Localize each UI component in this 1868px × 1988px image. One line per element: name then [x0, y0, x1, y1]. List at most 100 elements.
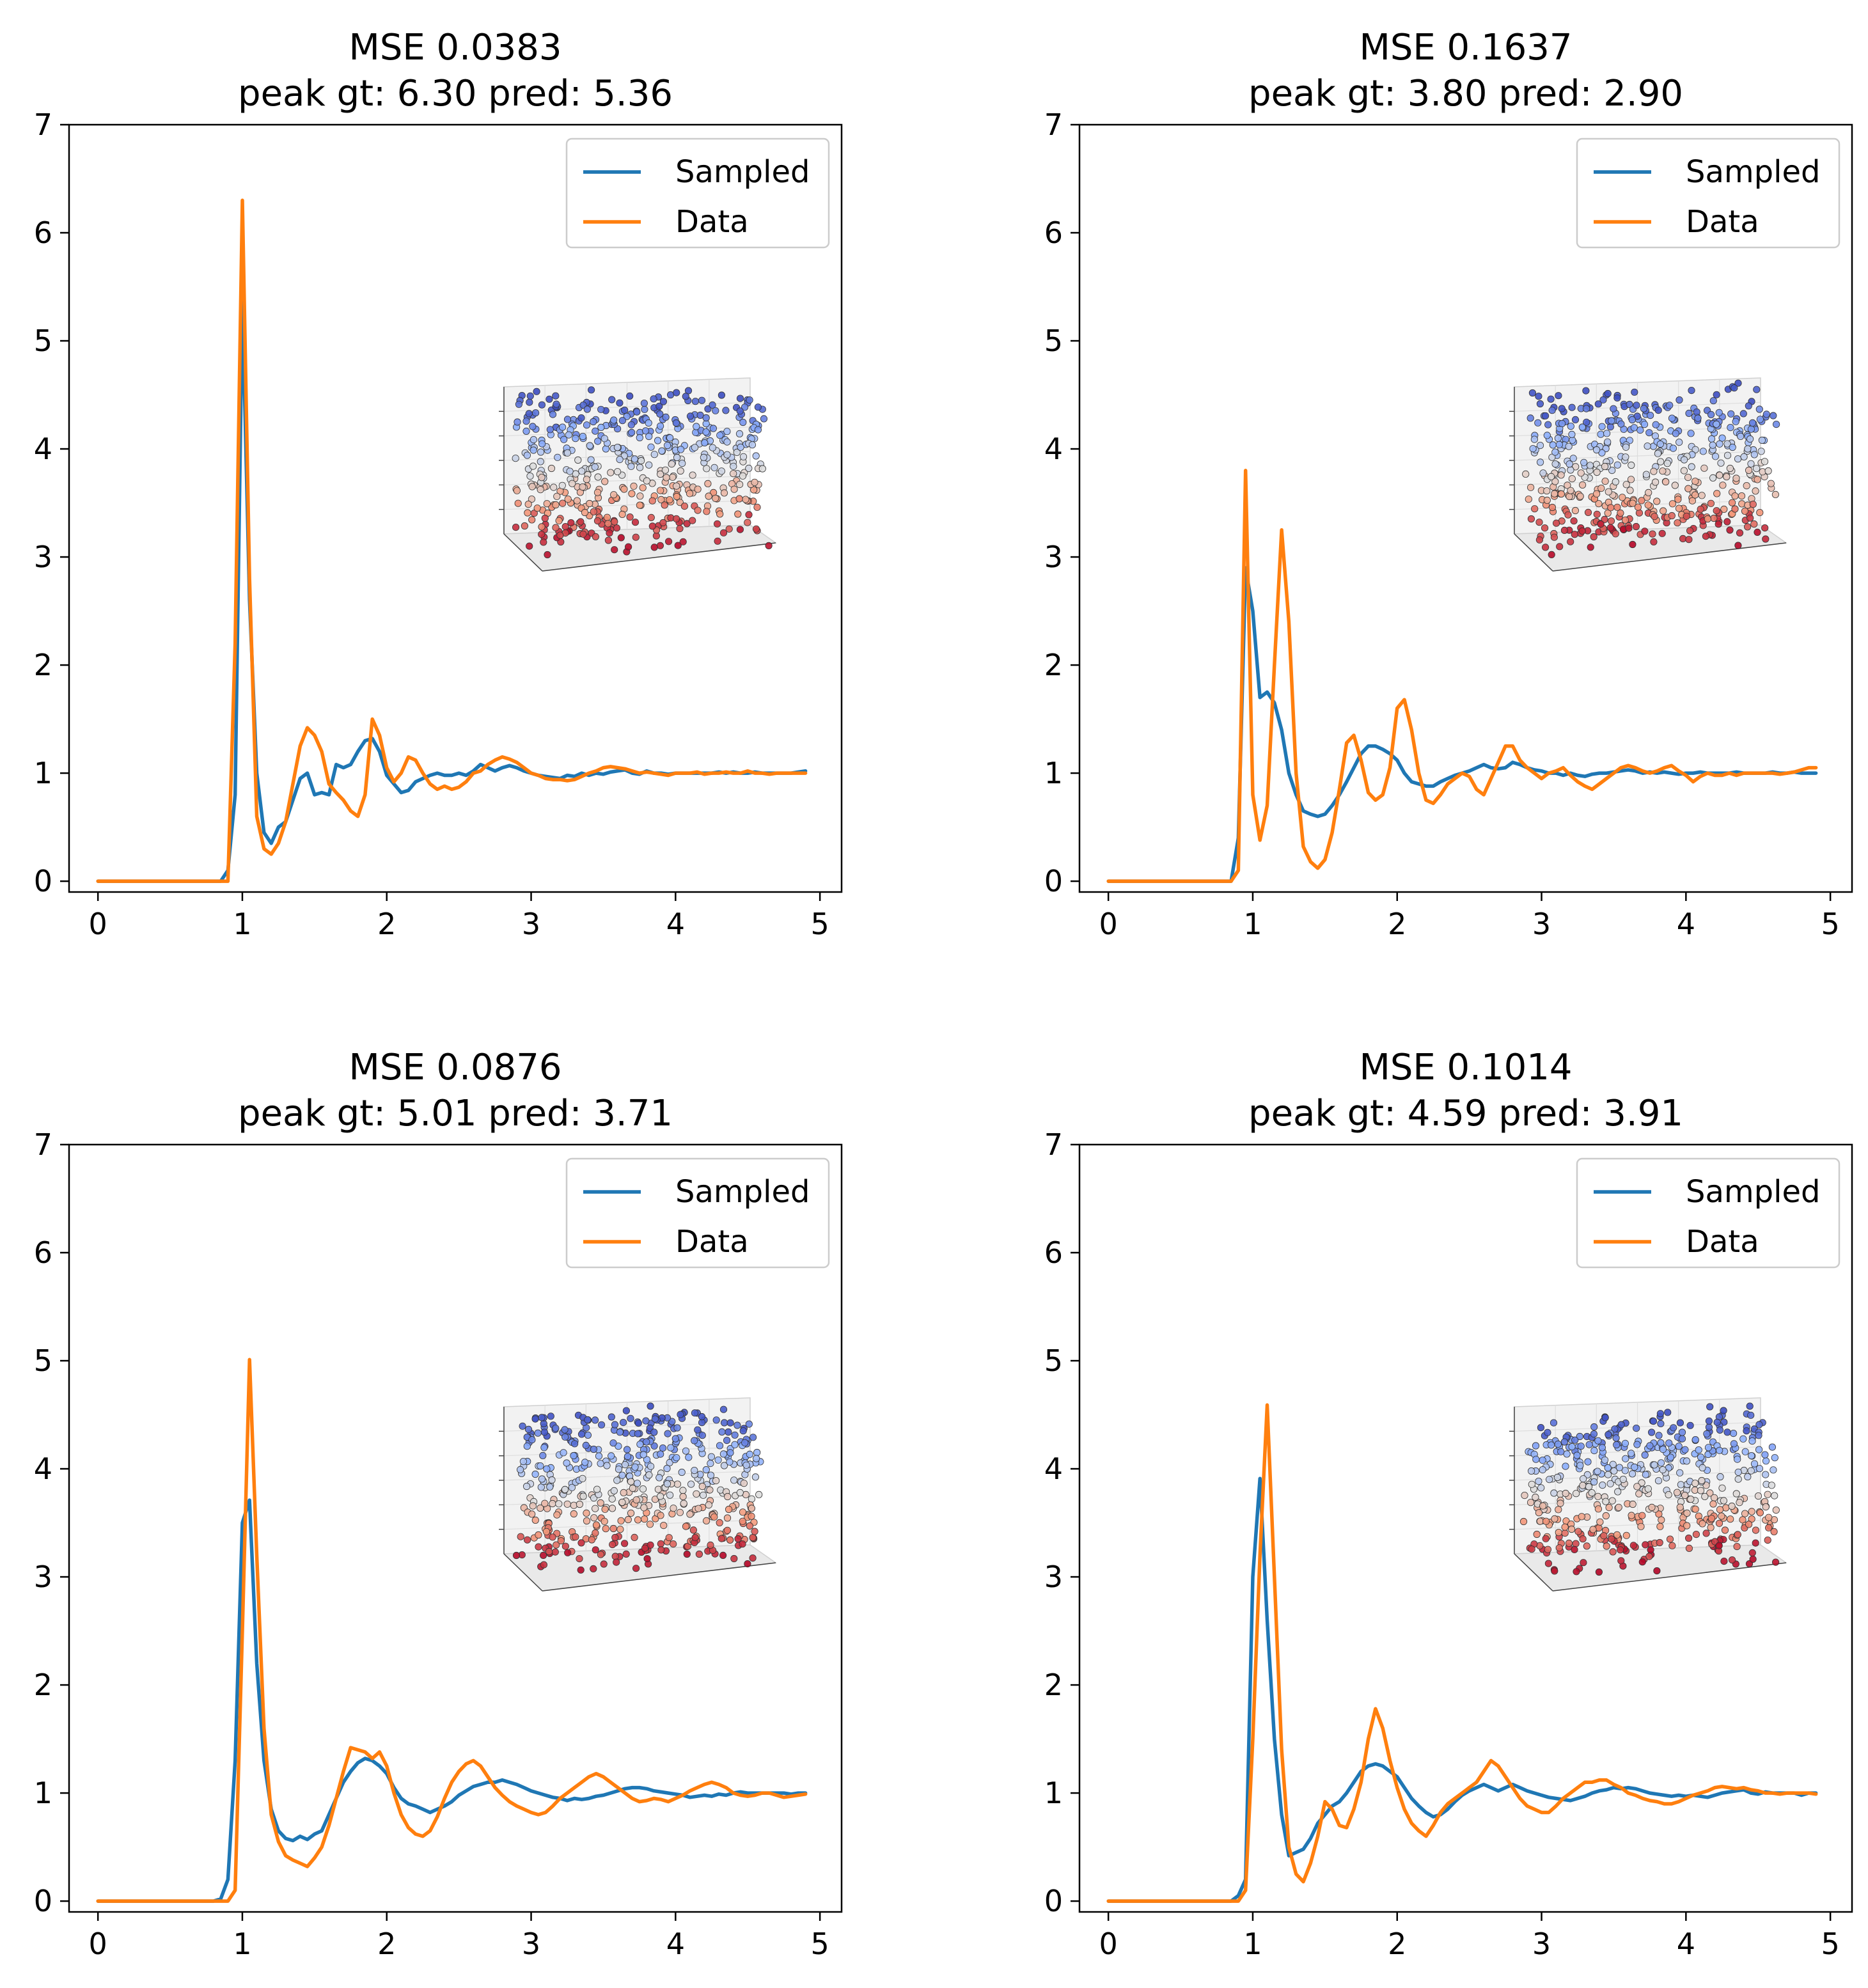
inset-particle	[664, 1430, 671, 1437]
inset-particle	[1573, 1568, 1580, 1576]
inset-particle	[1646, 1442, 1654, 1450]
inset-particle	[561, 522, 569, 531]
inset-particle	[634, 1420, 643, 1427]
x-tick-label: 4	[1677, 1927, 1695, 1961]
inset-particle	[540, 538, 547, 546]
inset-particle	[736, 1489, 744, 1496]
inset-particle	[597, 1499, 604, 1507]
inset-particle	[541, 1499, 549, 1507]
inset-particle	[540, 1561, 548, 1569]
inset-particle	[723, 438, 731, 446]
y-tick-label: 1	[34, 756, 52, 790]
inset-particle	[554, 453, 561, 461]
inset-particle	[1604, 509, 1612, 517]
inset-particle	[1585, 1441, 1593, 1448]
inset-particle	[723, 1526, 732, 1534]
inset-particle	[539, 1551, 547, 1559]
inset-particle	[1657, 458, 1665, 466]
inset-particle	[613, 1476, 621, 1484]
inset-particle	[606, 529, 613, 537]
inset-particle	[592, 427, 599, 435]
inset-particle	[1747, 425, 1755, 433]
inset-particle	[736, 395, 744, 402]
inset-particle	[1673, 1489, 1681, 1496]
legend: Sampled Data	[1576, 137, 1841, 249]
inset-particle	[1637, 1522, 1645, 1530]
inset-particle	[1748, 1508, 1755, 1515]
inset-particle	[720, 1462, 728, 1469]
inset-particle	[1561, 1530, 1569, 1537]
inset-particle	[1542, 1517, 1550, 1525]
inset-particle	[1736, 529, 1744, 537]
x-tick-label: 0	[1099, 907, 1118, 941]
inset-particle	[1706, 1489, 1714, 1497]
inset-particle	[639, 1485, 647, 1493]
inset-particle	[1706, 1403, 1714, 1411]
inset-particle	[726, 1419, 734, 1427]
inset-particle	[679, 459, 686, 467]
x-tick-label: 0	[89, 1927, 107, 1961]
inset-particle	[1668, 414, 1676, 422]
inset-particle	[689, 517, 696, 524]
inset-particle	[695, 1505, 702, 1512]
inset-particle	[559, 499, 567, 507]
inset-particle	[1741, 507, 1749, 515]
inset-particle	[1674, 519, 1681, 527]
inset-particle	[537, 1504, 544, 1512]
inset-particle	[658, 447, 666, 455]
inset-particle	[1676, 438, 1683, 446]
inset-particle	[1560, 526, 1568, 535]
inset-particle	[1758, 436, 1766, 444]
inset-particle	[1681, 456, 1688, 464]
inset-particle	[590, 1565, 597, 1572]
inset-particle	[1628, 1512, 1635, 1519]
inset-particle	[667, 1444, 675, 1452]
chart-subtitle: peak gt: 5.01 pred: 3.71	[238, 1093, 673, 1134]
inset-particle	[1606, 1480, 1614, 1487]
legend-label-sampled: Sampled	[1686, 154, 1820, 190]
inset-particle	[657, 1546, 665, 1554]
inset-particle	[1675, 1443, 1683, 1450]
inset-particle	[549, 1533, 556, 1541]
inset-particle	[626, 513, 634, 521]
inset-particle	[1539, 469, 1547, 477]
inset-particle	[739, 1540, 746, 1548]
inset-particle	[725, 525, 733, 533]
inset-particle	[1645, 429, 1653, 437]
inset-particle	[700, 1491, 707, 1499]
inset-particle	[1631, 388, 1638, 396]
inset-particle	[610, 491, 618, 499]
inset-particle	[634, 1430, 641, 1437]
inset-particle	[1668, 1542, 1676, 1549]
inset-particle	[564, 1549, 572, 1556]
inset-particle	[1609, 1460, 1617, 1468]
inset-particle	[1683, 1457, 1691, 1465]
inset-particle	[1593, 446, 1601, 454]
inset-particle	[1607, 504, 1615, 512]
inset-particle	[540, 1420, 547, 1428]
inset-particle	[735, 495, 743, 503]
inset-particle	[519, 1422, 526, 1430]
inset-axis	[1552, 1562, 1787, 1592]
inset-particle	[613, 468, 622, 476]
x-tick-label: 1	[1243, 907, 1262, 941]
inset-particle	[659, 1444, 667, 1452]
inset-particle	[524, 500, 532, 508]
inset-particle	[670, 1540, 677, 1548]
inset-particle	[1744, 1473, 1752, 1481]
inset-particle	[1567, 422, 1574, 430]
inset-particle	[1698, 1476, 1706, 1485]
chart-panel-2: MSE 0.1637 peak gt: 3.80 pred: 2.90 0 1 2 3 4 5…	[1044, 27, 1853, 941]
inset-particle	[538, 401, 546, 409]
inset-particle	[1535, 1509, 1542, 1517]
legend-label-data: Data	[675, 1224, 749, 1260]
chart-subtitle: peak gt: 6.30 pred: 5.36	[238, 73, 673, 114]
inset-particle	[1633, 402, 1640, 409]
inset-particle	[1594, 1468, 1601, 1475]
legend-label-data: Data	[1686, 1224, 1759, 1260]
inset-particle	[659, 398, 668, 405]
inset-particle	[587, 456, 595, 464]
inset-particle	[1584, 1458, 1592, 1466]
inset-particle	[1746, 514, 1754, 522]
inset-particle	[1651, 513, 1658, 520]
